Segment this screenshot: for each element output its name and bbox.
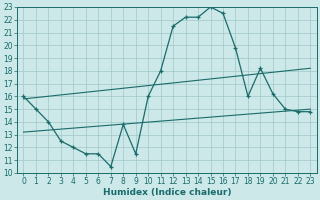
X-axis label: Humidex (Indice chaleur): Humidex (Indice chaleur): [103, 188, 231, 197]
